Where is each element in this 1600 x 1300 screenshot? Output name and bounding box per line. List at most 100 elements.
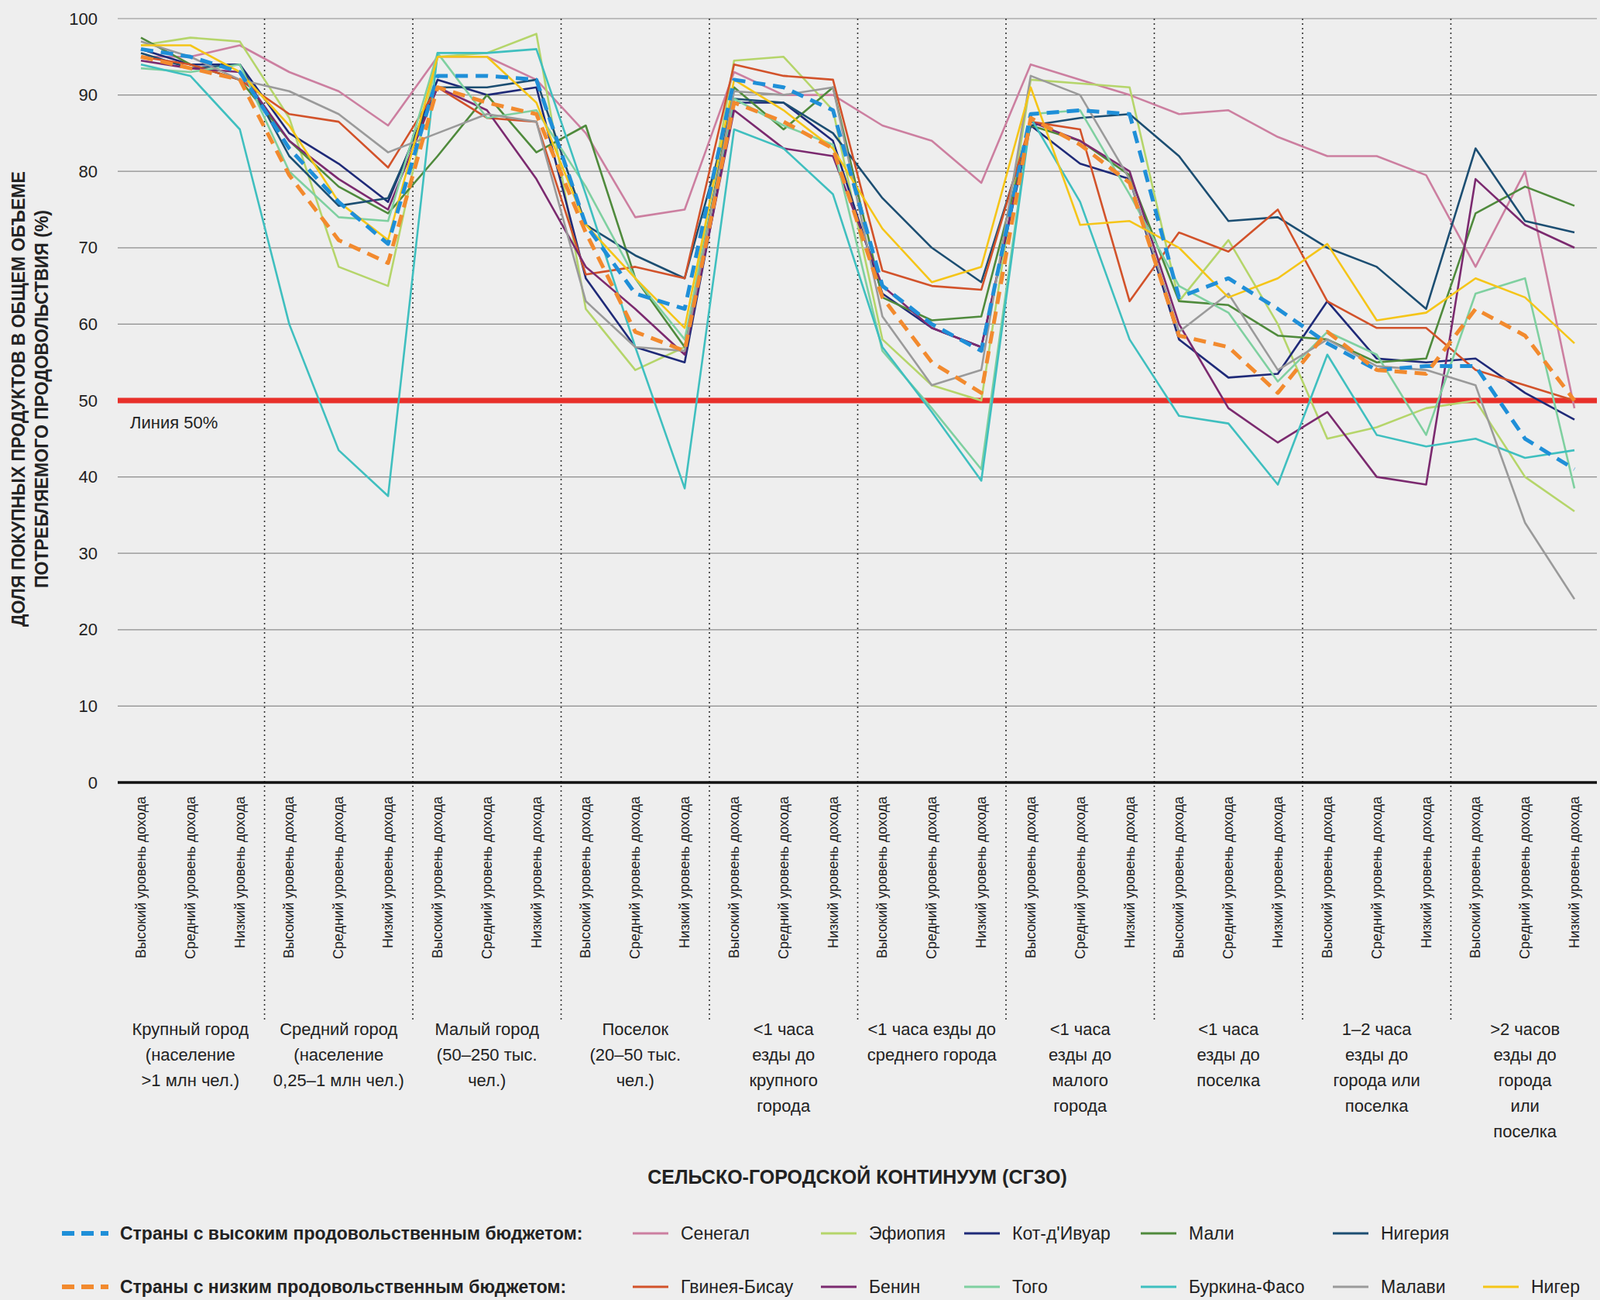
group-separator bbox=[264, 18, 266, 1023]
legend-swatch bbox=[820, 1232, 857, 1235]
x-tick-label: Низкий уровень дохода bbox=[1270, 795, 1286, 948]
group-label-line: Крупный город bbox=[131, 1019, 249, 1039]
group-label-line: езды до bbox=[751, 1044, 815, 1065]
x-axis-title: СЕЛЬСКО-ГОРОДСКОЙ КОНТИНУУМ (СГЗО) bbox=[647, 1164, 1068, 1188]
y-tick-label: 40 bbox=[78, 466, 98, 487]
group-separator bbox=[1005, 18, 1007, 1023]
x-tick-label: Высокий уровень дохода bbox=[133, 795, 149, 958]
group-separator bbox=[1153, 18, 1156, 1023]
group-label-line: (20–50 тыс. bbox=[589, 1044, 681, 1065]
legend-swatch bbox=[1332, 1285, 1369, 1288]
grid-line bbox=[117, 323, 1597, 325]
group-label-line: <1 часа езды до bbox=[868, 1019, 996, 1039]
group-label-line: (50–250 тыс. bbox=[436, 1044, 538, 1065]
legend-swatch bbox=[1140, 1232, 1177, 1235]
group-label-line: езды до bbox=[1048, 1044, 1112, 1065]
legend-label: Страны с высоким продовольственным бюдже… bbox=[120, 1222, 583, 1243]
group-label-line: поселка bbox=[1493, 1121, 1558, 1141]
y-tick-label: 90 bbox=[78, 85, 98, 105]
group-label-line: <1 часа bbox=[753, 1019, 815, 1039]
group-label-line: Поселок bbox=[602, 1019, 670, 1039]
group-label-line: поселка bbox=[1345, 1095, 1410, 1116]
group-separator bbox=[857, 18, 859, 1023]
legend-label: Сенегал bbox=[680, 1222, 750, 1243]
group-label-line: среднего города bbox=[867, 1044, 998, 1065]
group-label-line: города или bbox=[1333, 1070, 1421, 1090]
group-label-line: Малый город bbox=[435, 1019, 540, 1039]
grid-line bbox=[117, 705, 1597, 707]
series-line bbox=[140, 34, 1575, 512]
lines bbox=[140, 34, 1575, 600]
group-label: Крупный город (население >1 млн чел.) bbox=[131, 1019, 249, 1090]
group-label: <1 часа езды до поселка bbox=[1196, 1019, 1261, 1090]
group-label-line: <1 часа bbox=[1198, 1019, 1260, 1039]
x-tick-label: Низкий уровень дохода bbox=[1122, 795, 1138, 948]
legend-label: Страны с низким продовольственным бюджет… bbox=[120, 1276, 567, 1297]
legend-swatch bbox=[1332, 1232, 1369, 1235]
legend-swatch bbox=[61, 1230, 109, 1236]
group-label-line: или bbox=[1510, 1095, 1539, 1116]
group-label-line: 1–2 часа bbox=[1342, 1019, 1413, 1039]
group-separator bbox=[1450, 18, 1453, 1023]
x-tick-label: Средний уровень дохода bbox=[330, 795, 347, 959]
x-tick-label: Высокий уровень дохода bbox=[281, 795, 297, 958]
legend-label: Эфиопия bbox=[868, 1222, 946, 1243]
group-label: Малый город(50–250 тыс.чел.) bbox=[435, 1019, 540, 1090]
y-tick-label: 20 bbox=[78, 619, 98, 639]
series-line bbox=[140, 56, 1575, 401]
group-label-line: >2 часов bbox=[1490, 1019, 1560, 1039]
legend-label: Бенин bbox=[868, 1276, 921, 1297]
legend-swatch bbox=[964, 1285, 1000, 1288]
x-tick-label: Средний уровень дохода bbox=[479, 795, 495, 959]
x-tick-label: Высокий уровень дохода bbox=[874, 795, 890, 958]
x-tick-label: Низкий уровень дохода bbox=[528, 795, 545, 948]
x-tick-label: Высокий уровень дохода bbox=[1023, 795, 1039, 958]
group-label-line: города bbox=[756, 1095, 811, 1116]
x-tick-label: Низкий уровень дохода bbox=[380, 795, 396, 948]
annotation: Линия 50% bbox=[130, 412, 218, 433]
series-line bbox=[140, 41, 1575, 600]
grid-line bbox=[117, 399, 1597, 401]
x-tick-label: Низкий уровень дохода bbox=[1566, 795, 1583, 948]
group-label-line: крупного bbox=[748, 1070, 818, 1090]
group-label-line: (население bbox=[145, 1044, 236, 1065]
x-tick-label: Высокий уровень дохода bbox=[429, 795, 446, 958]
legend-swatch bbox=[1140, 1285, 1177, 1288]
group-label-line: (население bbox=[293, 1044, 384, 1065]
series-line bbox=[140, 48, 1575, 469]
legend-swatch bbox=[632, 1285, 669, 1288]
group-label-line: >1 млн чел.) bbox=[140, 1070, 240, 1090]
reference-line bbox=[117, 398, 1597, 404]
x-tick-label: Средний уровень дохода bbox=[1072, 795, 1089, 959]
x-tick-label: Низкий уровень дохода bbox=[676, 795, 693, 948]
x-tick-label: Средний уровень дохода bbox=[1220, 795, 1237, 959]
group-label-line: города bbox=[1498, 1070, 1553, 1090]
y-axis-title: ДОЛЯ ПОКУПНЫХ ПРОДУКТОВ В ОБЩЕМ ОБЪЕМЕ bbox=[8, 171, 29, 627]
y-tick-label: 0 bbox=[88, 772, 98, 793]
chart: 0102030405060708090100Линия 50%Высокий у… bbox=[0, 0, 1600, 1300]
x-tick-label: Низкий уровень дохода bbox=[232, 795, 248, 948]
group-label-line: езды до bbox=[1197, 1044, 1261, 1065]
y-tick-label: 60 bbox=[78, 314, 98, 334]
group-label: Средний город(население0,25–1 млн чел.) bbox=[273, 1019, 405, 1090]
legend-label: Буркина-Фасо bbox=[1188, 1276, 1305, 1297]
group-label-line: малого bbox=[1051, 1070, 1108, 1090]
y-tick-label: 100 bbox=[68, 9, 98, 29]
y-tick-label: 70 bbox=[78, 237, 98, 258]
legend-swatch bbox=[820, 1285, 857, 1288]
group-label-line: поселка bbox=[1196, 1070, 1261, 1090]
y-tick-label: 30 bbox=[78, 543, 98, 564]
background bbox=[0, 0, 1600, 1300]
x-tick-label: Средний уровень дохода bbox=[923, 795, 940, 959]
x-axis bbox=[117, 780, 1597, 784]
legend-swatch bbox=[632, 1232, 669, 1235]
group-label-line: 0,25–1 млн чел.) bbox=[273, 1070, 405, 1090]
group-label: >2 часов езды до города или поселка bbox=[1490, 1019, 1560, 1141]
series-line bbox=[140, 56, 1575, 401]
y-tick-label: 10 bbox=[78, 696, 98, 716]
x-tick-label: Высокий уровень дохода bbox=[1467, 795, 1484, 958]
legend-swatch bbox=[61, 1284, 109, 1289]
legend-label: Нигер bbox=[1531, 1276, 1580, 1297]
group-label-line: езды до bbox=[1493, 1044, 1557, 1065]
series-line bbox=[140, 48, 1575, 496]
